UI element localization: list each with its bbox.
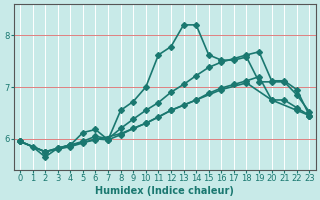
X-axis label: Humidex (Indice chaleur): Humidex (Indice chaleur) — [95, 186, 234, 196]
